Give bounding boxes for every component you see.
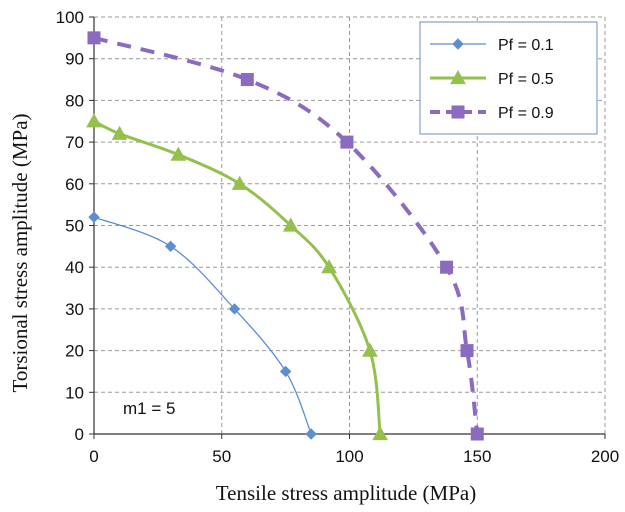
data-point [321,259,337,274]
y-tick-label: 100 [56,8,84,27]
data-point [240,73,254,87]
data-point [88,211,100,223]
series-line [93,35,480,435]
legend-label: Pf = 0.1 [498,37,554,54]
data-point [282,217,299,232]
y-tick-label: 60 [65,175,84,194]
legend-item: Pf = 0.5 [430,69,554,88]
data-point [362,342,378,357]
legend-marker [452,38,464,50]
y-tick-label: 90 [65,50,84,69]
legend: Pf = 0.1 Pf = 0.5 Pf = 0.9 [419,21,598,135]
y-tick-label: 20 [65,342,84,361]
legend-marker [450,69,466,85]
data-point [87,31,101,45]
x-tick-label: 50 [212,447,231,466]
tick-labels: 0 50 100 150 200 0 10 20 30 40 50 60 70 80 90 100 [56,8,620,466]
data-point [460,344,474,358]
y-tick-label: 80 [65,91,84,110]
data-point [440,260,454,274]
series-line [93,119,382,435]
data-point [305,428,317,440]
data-point [279,365,292,378]
data-point [340,135,354,149]
data-point [372,425,389,441]
legend-item: Pf = 0.9 [430,105,554,122]
y-tick-label: 30 [65,300,84,319]
data-point [164,240,177,253]
y-tick-label: 50 [65,217,84,236]
y-tick-label: 40 [65,258,84,277]
x-tick-label: 0 [89,447,98,466]
x-tick-label: 200 [591,447,619,466]
x-tick-label: 100 [335,447,363,466]
y-tick-label: 70 [65,133,84,152]
series-layer [86,31,484,441]
data-point [231,175,248,190]
annotation-m1: m1 = 5 [123,399,175,418]
series-2 [86,113,389,441]
data-point [86,113,102,128]
x-axis-label: Tensile stress amplitude (MPa) [216,481,476,505]
data-point [170,146,187,161]
y-axis-label: Torsional stress amplitude (MPa) [8,113,32,392]
series-1 [88,211,317,440]
data-point [470,427,484,441]
y-tick-label: 0 [75,425,84,444]
legend-label: Pf = 0.9 [498,105,554,122]
x-tick-label: 150 [463,447,491,466]
y-tick-label: 10 [65,383,84,402]
legend-item: Pf = 0.1 [430,37,554,54]
legend-marker [451,105,465,119]
series-3 [87,31,484,441]
data-point [228,303,241,315]
legend-label: Pf = 0.5 [498,71,554,88]
data-point [111,125,128,140]
